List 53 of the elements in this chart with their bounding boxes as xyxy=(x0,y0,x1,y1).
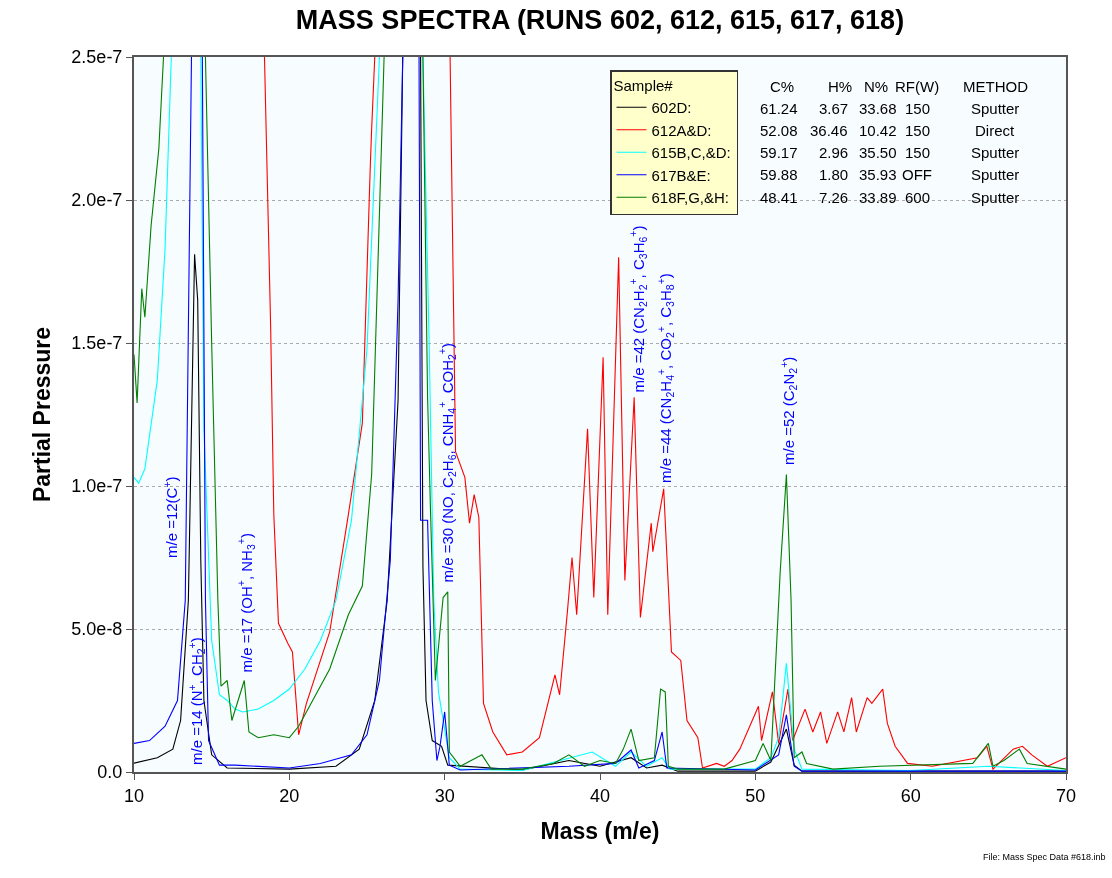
y-tick-label: 2.5e-7 xyxy=(71,47,123,68)
y-tick-label: 2.0e-7 xyxy=(71,190,123,211)
annotation: 35.93 xyxy=(859,166,897,183)
annotation: N% xyxy=(864,78,889,95)
annotation: 10.42 xyxy=(859,122,897,139)
y-tick-label: 0.0 xyxy=(97,762,123,783)
y-tick-label: 1.5e-7 xyxy=(71,333,123,354)
annotation: 2.96 xyxy=(819,144,849,161)
annotation: OFF xyxy=(902,166,932,183)
x-tick-label: 70 xyxy=(1055,785,1077,806)
annotation: C% xyxy=(770,78,795,95)
annotation: 3.67 xyxy=(819,100,849,117)
legend-title: Sample# xyxy=(613,77,674,94)
annotation: 150 xyxy=(905,122,931,139)
annotation: H% xyxy=(828,78,853,95)
annotation: 33.68 xyxy=(859,100,897,117)
x-tick-label: 30 xyxy=(434,785,455,806)
y-tick-label: 1.0e-7 xyxy=(71,476,123,497)
x-tick-label: 60 xyxy=(900,785,921,806)
annotation: 59.17 xyxy=(760,144,798,161)
annotation: 59.88 xyxy=(760,166,798,183)
annotation: 150 xyxy=(905,100,931,117)
annotation: 48.41 xyxy=(760,189,798,206)
annotation: 33.89 xyxy=(859,189,897,206)
legend-label: 612A&D: xyxy=(651,121,712,139)
annotation: Direct xyxy=(975,122,1015,139)
annotation: 61.24 xyxy=(760,100,798,117)
annotation: 35.50 xyxy=(859,144,897,161)
annotation: METHOD xyxy=(963,78,1029,95)
y-tick-label: 5.0e-8 xyxy=(71,619,123,640)
text: File: Mass Spec Data #618.inb xyxy=(983,852,1106,862)
x-tick-label: 40 xyxy=(589,785,611,806)
annotation: 36.46 xyxy=(810,122,848,139)
annotation: 600 xyxy=(905,189,931,206)
x-tick-label: 50 xyxy=(745,785,766,806)
x-tick-label: 10 xyxy=(123,785,145,806)
annotation: 7.26 xyxy=(819,189,849,206)
x-tick-label: 20 xyxy=(279,785,300,806)
y-axis-title: Partial Pressure xyxy=(29,326,56,503)
legend-label: 615B,C,&D: xyxy=(651,144,731,162)
annotation: Sputter xyxy=(971,189,1020,206)
annotation: 1.80 xyxy=(819,166,849,183)
legend-label: 617B&E: xyxy=(651,166,711,184)
chart-title: MASS SPECTRA (RUNS 602, 612, 615, 617, 618) xyxy=(295,4,905,35)
x-axis-title: Mass (m/e) xyxy=(540,817,660,844)
legend-label: 618F,G,&H: xyxy=(651,189,730,207)
annotation: Sputter xyxy=(971,166,1020,183)
annotation: Sputter xyxy=(971,144,1020,161)
annotation: 150 xyxy=(905,144,931,161)
legend-label: 602D: xyxy=(651,99,692,117)
annotation: RF(W) xyxy=(895,78,940,95)
annotation: Sputter xyxy=(971,100,1020,117)
annotation: 52.08 xyxy=(760,122,798,139)
